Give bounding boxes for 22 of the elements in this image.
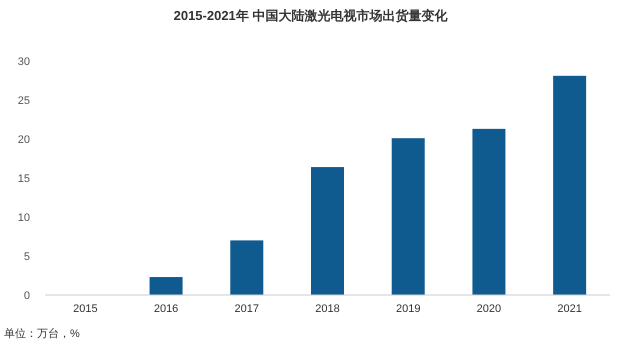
bar: [150, 277, 183, 295]
bar: [392, 138, 425, 295]
x-tick-label: 2020: [476, 303, 502, 315]
x-tick-label: 2015: [73, 303, 98, 315]
bar: [230, 240, 264, 295]
y-tick-label: 10: [18, 212, 30, 224]
x-tick-label: 2017: [234, 303, 260, 315]
bar: [311, 167, 344, 295]
chart-title: 2015-2021年 中国大陆激光电视市场出货量变化: [174, 8, 448, 23]
x-tick-label: 2019: [396, 303, 420, 315]
bar: [472, 128, 506, 295]
y-tick-label: 25: [18, 95, 30, 107]
bar: [553, 76, 586, 295]
y-tick-label: 30: [18, 56, 30, 68]
y-tick-label: 15: [18, 173, 30, 185]
y-tick-label: 20: [18, 134, 30, 146]
x-tick-label: 2021: [557, 303, 582, 315]
y-tick-label: 5: [24, 251, 30, 263]
text: 单位：万台，%: [4, 327, 80, 340]
y-tick-label: 0: [24, 290, 30, 302]
x-tick-label: 2016: [154, 303, 178, 315]
x-tick-label: 2018: [315, 303, 340, 315]
